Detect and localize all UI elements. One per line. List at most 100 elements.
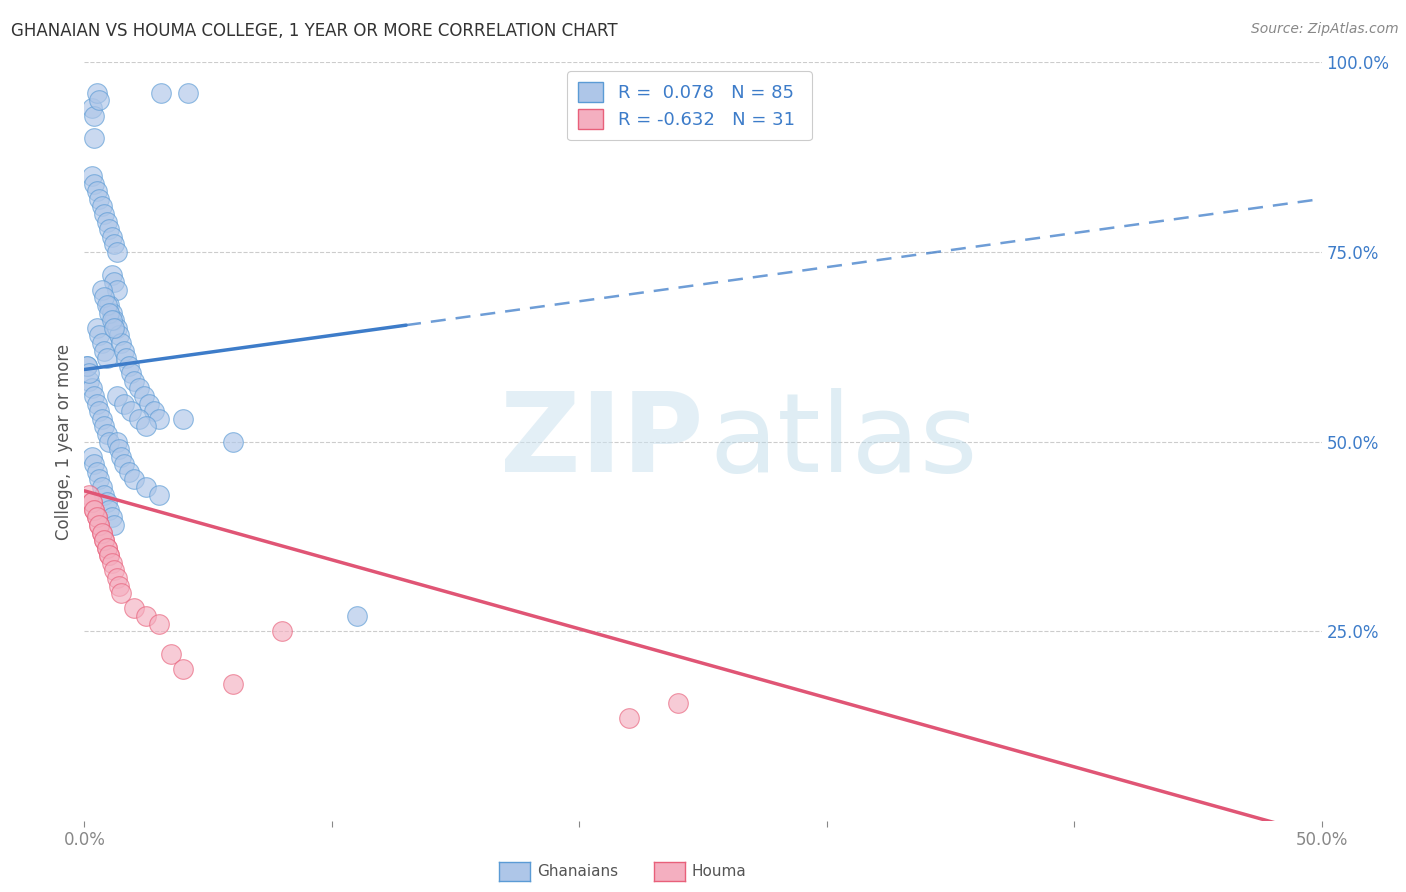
Point [86, 320, 108, 334]
Point [135, 480, 157, 494]
Point [80, 169, 103, 184]
Point [118, 359, 141, 373]
Point [93, 487, 115, 501]
Point [150, 86, 173, 100]
Text: GHANAIAN VS HOUMA COLLEGE, 1 YEAR OR MORE CORRELATION CHART: GHANAIAN VS HOUMA COLLEGE, 1 YEAR OR MOR… [11, 22, 617, 40]
Point [83, 458, 105, 472]
Point [103, 517, 125, 532]
Point [128, 412, 150, 426]
Point [100, 556, 122, 570]
Point [108, 579, 131, 593]
Point [83, 131, 105, 145]
Point [96, 214, 118, 228]
Point [105, 571, 128, 585]
Point [89, 328, 111, 343]
Point [105, 283, 128, 297]
Text: atlas: atlas [709, 388, 977, 495]
Point [86, 510, 108, 524]
Point [100, 510, 122, 524]
Point [79, 487, 101, 501]
Point [100, 305, 122, 319]
Point [100, 268, 122, 282]
Point [86, 86, 108, 100]
Point [90, 480, 112, 494]
Point [103, 564, 125, 578]
Point [98, 503, 121, 517]
Point [103, 320, 125, 334]
Point [80, 495, 103, 509]
Point [135, 608, 157, 623]
Text: Houma: Houma [692, 864, 747, 879]
Point [617, 711, 640, 725]
Point [89, 94, 111, 108]
Point [666, 696, 689, 710]
Point [89, 192, 111, 206]
Y-axis label: College, 1 year or more: College, 1 year or more [55, 343, 73, 540]
Point [80, 382, 103, 396]
Point [90, 335, 112, 350]
Point [98, 305, 121, 319]
Point [110, 335, 132, 350]
Text: Ghanaians: Ghanaians [537, 864, 619, 879]
Point [112, 343, 135, 358]
Point [346, 608, 368, 623]
Point [93, 419, 115, 434]
Point [83, 503, 105, 517]
Point [148, 412, 170, 426]
Point [76, 359, 98, 373]
Point [93, 533, 115, 548]
Point [120, 404, 142, 418]
Point [271, 624, 294, 639]
Point [98, 298, 121, 312]
Point [105, 244, 128, 259]
Point [80, 495, 103, 509]
Point [86, 510, 108, 524]
Point [103, 237, 125, 252]
Point [112, 458, 135, 472]
Point [98, 434, 121, 449]
Point [98, 548, 121, 563]
Point [79, 374, 101, 388]
Point [172, 662, 194, 676]
Point [135, 419, 157, 434]
Point [96, 351, 118, 366]
Point [148, 487, 170, 501]
Point [98, 222, 121, 236]
Point [90, 412, 112, 426]
Point [122, 374, 145, 388]
Point [122, 473, 145, 487]
Point [132, 389, 155, 403]
Point [160, 647, 183, 661]
Point [115, 351, 138, 366]
Point [83, 108, 105, 122]
Point [80, 450, 103, 464]
Point [128, 382, 150, 396]
Point [148, 616, 170, 631]
Point [83, 503, 105, 517]
Point [103, 275, 125, 289]
Point [222, 434, 245, 449]
Point [103, 313, 125, 327]
Point [89, 517, 111, 532]
Point [120, 366, 142, 380]
Point [86, 465, 108, 479]
Point [110, 586, 132, 600]
Point [177, 86, 200, 100]
Point [100, 313, 122, 327]
Point [90, 525, 112, 540]
Point [96, 427, 118, 442]
Point [100, 229, 122, 244]
Point [86, 396, 108, 410]
Point [105, 434, 128, 449]
Point [93, 343, 115, 358]
Legend: R =  0.078   N = 85, R = -0.632   N = 31 : R = 0.078 N = 85, R = -0.632 N = 31 [568, 71, 811, 140]
Point [98, 548, 121, 563]
Point [79, 366, 101, 380]
Point [122, 601, 145, 615]
Point [96, 541, 118, 555]
Point [142, 404, 165, 418]
Point [93, 533, 115, 548]
Point [110, 450, 132, 464]
Point [105, 389, 128, 403]
Text: Source: ZipAtlas.com: Source: ZipAtlas.com [1251, 22, 1399, 37]
